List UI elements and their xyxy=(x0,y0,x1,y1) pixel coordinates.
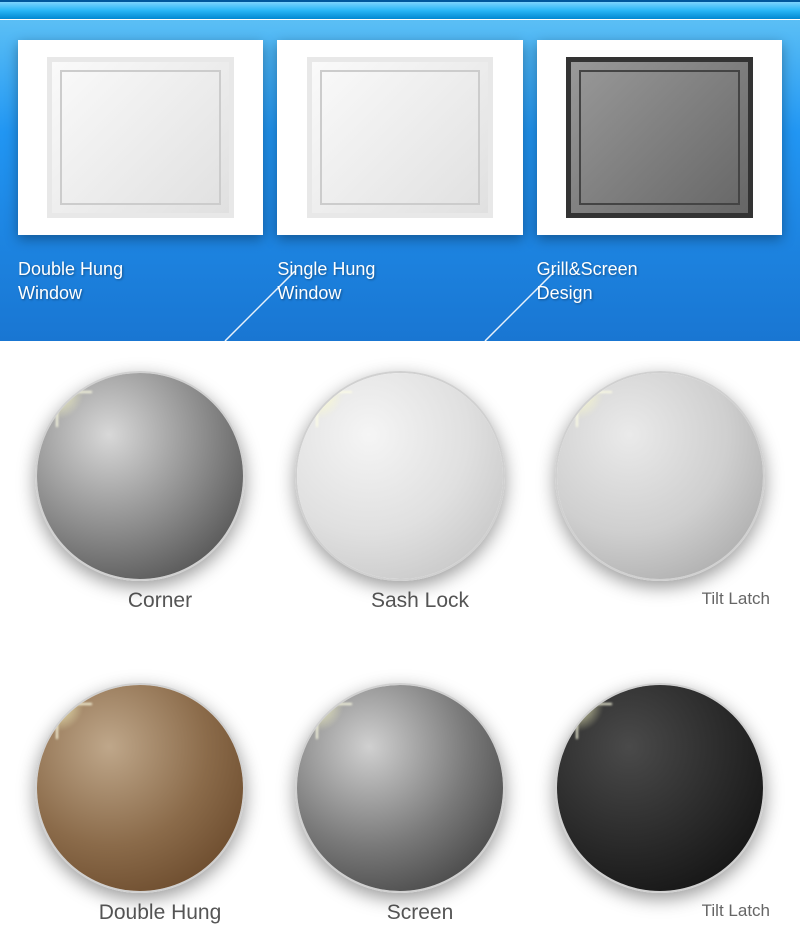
circle-thumb-screen xyxy=(295,683,505,893)
hero-card-double-hung[interactable]: Double HungWindow xyxy=(18,40,263,306)
circle-thumb-tilt-latch-1 xyxy=(555,371,765,581)
circle-thumb-sash-lock xyxy=(295,371,505,581)
circle-card-tilt-latch-2[interactable]: Tilt Latch xyxy=(540,683,780,925)
circle-thumb-double-hung-detail xyxy=(35,683,245,893)
circle-thumb-tilt-latch-2 xyxy=(555,683,765,893)
hero-label-grill-screen: Grill&ScreenDesign xyxy=(537,257,782,306)
detail-row-2: Double Hung Screen Tilt Latch xyxy=(0,653,800,935)
circle-label-tilt-latch-2: Tilt Latch xyxy=(540,901,780,921)
circle-thumb-corner xyxy=(35,371,245,581)
circle-label-tilt-latch-1: Tilt Latch xyxy=(540,589,780,609)
hero-thumb-single-hung xyxy=(277,40,522,235)
circle-label-double-hung: Double Hung xyxy=(20,901,260,925)
circle-card-sash-lock[interactable]: Sash Lock xyxy=(280,371,520,613)
circle-card-screen[interactable]: Screen xyxy=(280,683,520,925)
circle-label-screen: Screen xyxy=(280,901,520,925)
hero-banner: Double HungWindow Single HungWindow Gril… xyxy=(0,20,800,341)
hero-card-single-hung[interactable]: Single HungWindow xyxy=(277,40,522,306)
circle-card-double-hung[interactable]: Double Hung xyxy=(20,683,260,925)
hero-label-single-hung: Single HungWindow xyxy=(277,257,522,306)
hero-thumb-grill-screen xyxy=(537,40,782,235)
circle-label-corner: Corner xyxy=(20,589,260,613)
hero-thumb-double-hung xyxy=(18,40,263,235)
circle-card-tilt-latch-1[interactable]: Tilt Latch xyxy=(540,371,780,613)
hero-cards-row: Double HungWindow Single HungWindow Gril… xyxy=(18,40,782,306)
hero-card-grill-screen[interactable]: Grill&ScreenDesign xyxy=(537,40,782,306)
circle-label-sash-lock: Sash Lock xyxy=(280,589,520,613)
top-stripe xyxy=(0,0,800,20)
row-spacer xyxy=(0,623,800,653)
detail-row-1: Corner Sash Lock Tilt Latch xyxy=(0,341,800,623)
circle-card-corner[interactable]: Corner xyxy=(20,371,260,613)
hero-label-double-hung: Double HungWindow xyxy=(18,257,263,306)
